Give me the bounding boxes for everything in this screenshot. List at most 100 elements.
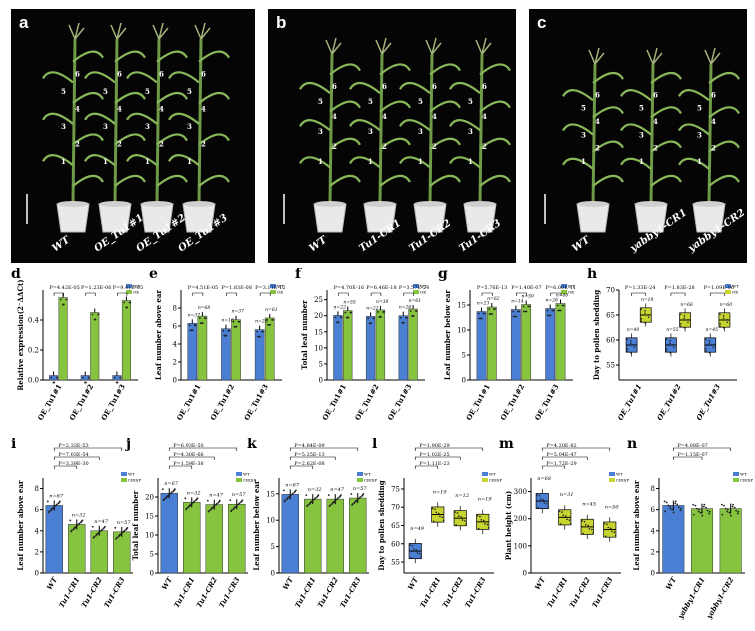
data-point — [329, 504, 332, 507]
y-tick-label: 0 — [271, 570, 275, 578]
p-value: P=3.11E-12 — [255, 285, 285, 291]
data-point — [522, 305, 525, 308]
data-point — [665, 338, 668, 341]
y-tick-label: 15 — [266, 490, 275, 498]
data-point — [336, 321, 338, 324]
bar-wt — [476, 311, 487, 381]
leaf-number-mark: 6 — [117, 70, 122, 79]
data-point — [523, 310, 525, 313]
sig-bracket — [259, 292, 271, 296]
leaf-number-mark: 4 — [382, 112, 387, 121]
n-count: n=67 — [49, 493, 64, 499]
data-point — [556, 304, 559, 307]
chart-label: l — [372, 438, 377, 452]
data-point — [664, 510, 666, 513]
data-point — [514, 315, 516, 318]
data-point — [332, 501, 335, 504]
plant-leaf — [72, 92, 104, 104]
legend-swatch-mut — [561, 290, 567, 294]
plant-leaf — [562, 89, 594, 102]
x-tick-label: Tu1-CR3 — [463, 575, 488, 609]
data-point — [527, 305, 530, 308]
data-point — [640, 320, 643, 323]
p-value: P=4.30E-66 — [173, 452, 203, 458]
data-point — [215, 502, 218, 505]
data-point — [123, 301, 126, 304]
data-point — [416, 552, 419, 554]
n-count: n=67 — [285, 482, 300, 488]
chart-label: k — [247, 438, 257, 452]
chart-label: e — [149, 268, 158, 282]
legend-swatch-wt — [357, 472, 363, 476]
plant-leaf — [592, 72, 624, 84]
legend-label-wt: WT — [364, 472, 371, 477]
data-point — [480, 317, 483, 320]
leaf-number-mark: 3 — [468, 127, 473, 136]
data-point — [629, 342, 632, 345]
n-count: n=45 — [582, 502, 596, 508]
data-point — [193, 324, 196, 327]
leaf-number-mark: 4 — [653, 117, 658, 126]
plant-leaf — [449, 82, 481, 94]
x-tick-label: Tu1-CR2 — [440, 575, 465, 609]
x-tick-label: OE_Tu1#1 — [616, 383, 644, 422]
data-point — [708, 340, 711, 342]
data-point — [647, 316, 650, 319]
data-point — [673, 346, 675, 349]
leaf-number-mark: 2 — [711, 144, 716, 153]
legend-swatch-mut — [609, 478, 615, 482]
data-point — [626, 350, 628, 353]
bar — [45, 505, 63, 574]
data-point — [542, 498, 544, 501]
plant-leaf — [156, 133, 188, 146]
n-count: n=68 — [537, 476, 551, 482]
x-tick-label: WT — [533, 575, 548, 592]
data-point — [669, 352, 672, 354]
legend-swatch-mut — [482, 478, 488, 482]
plant-tassel — [110, 22, 127, 40]
data-point — [454, 511, 456, 513]
data-point — [591, 528, 593, 531]
leaf-number-mark: 4 — [432, 112, 437, 121]
sig-bracket — [631, 292, 647, 296]
data-point — [415, 548, 417, 551]
data-point — [61, 303, 64, 306]
data-point — [669, 340, 671, 342]
y-tick-label: 15 — [457, 302, 466, 310]
data-point — [113, 376, 116, 379]
plant-stem — [649, 63, 655, 205]
data-point — [82, 376, 84, 379]
y-tick-label: 10 — [314, 344, 323, 352]
data-point — [692, 513, 695, 516]
sig-bracket — [481, 292, 493, 296]
data-point — [261, 330, 263, 333]
leaf-number-mark: 6 — [711, 90, 716, 99]
x-tick-label: Tu1-CR1 — [293, 576, 318, 610]
plant-leaf — [399, 119, 431, 132]
plant-leaf — [349, 119, 381, 132]
x-tick-label: OE_Tu1#1 — [320, 382, 348, 421]
bar — [691, 508, 713, 574]
chart-label: n — [627, 438, 637, 452]
y-tick-label: 60 — [391, 540, 400, 548]
pot-rim — [414, 201, 446, 207]
data-point — [222, 329, 225, 332]
legend-label-mut: OE — [732, 290, 738, 295]
plant-leaf — [379, 63, 411, 76]
n-count: n=14 — [511, 299, 524, 305]
legend-label-mut: OE — [277, 290, 283, 295]
leaf-number-mark: 1 — [318, 157, 323, 166]
data-point — [480, 518, 483, 521]
plant-leaf — [168, 154, 200, 167]
data-point — [271, 319, 273, 321]
plant-leaf — [84, 112, 116, 125]
n-count: n=57 — [232, 492, 247, 498]
bar — [662, 505, 685, 574]
data-point — [55, 503, 58, 506]
y-tick-label: 4 — [173, 341, 178, 349]
sig-bracket — [516, 292, 527, 296]
x-tick-label: WT — [664, 575, 679, 592]
leaf-number-mark: 6 — [382, 82, 387, 91]
legend-label-wt: WT — [489, 472, 496, 477]
data-point — [344, 311, 347, 314]
